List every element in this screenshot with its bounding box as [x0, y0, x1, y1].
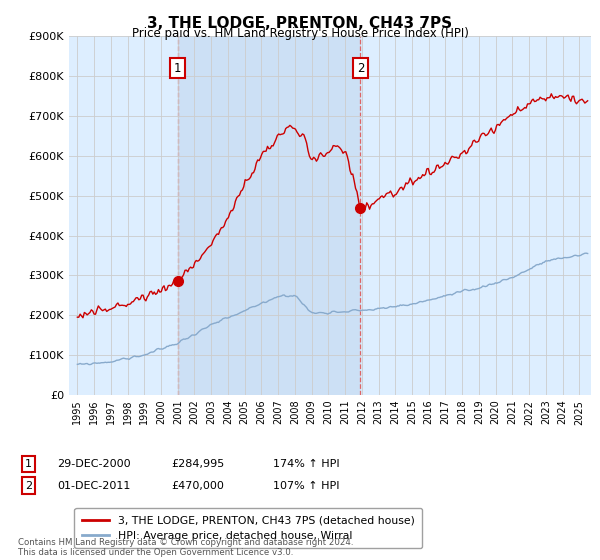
- Text: 3, THE LODGE, PRENTON, CH43 7PS: 3, THE LODGE, PRENTON, CH43 7PS: [148, 16, 452, 31]
- Text: 174% ↑ HPI: 174% ↑ HPI: [273, 459, 340, 469]
- Text: £470,000: £470,000: [171, 480, 224, 491]
- Text: 1: 1: [174, 62, 182, 74]
- Text: 2: 2: [357, 62, 364, 74]
- Text: 29-DEC-2000: 29-DEC-2000: [57, 459, 131, 469]
- Text: 01-DEC-2011: 01-DEC-2011: [57, 480, 130, 491]
- Text: Price paid vs. HM Land Registry's House Price Index (HPI): Price paid vs. HM Land Registry's House …: [131, 27, 469, 40]
- Text: Contains HM Land Registry data © Crown copyright and database right 2024.
This d: Contains HM Land Registry data © Crown c…: [18, 538, 353, 557]
- Text: 107% ↑ HPI: 107% ↑ HPI: [273, 480, 340, 491]
- Text: 2: 2: [25, 480, 32, 491]
- Legend: 3, THE LODGE, PRENTON, CH43 7PS (detached house), HPI: Average price, detached h: 3, THE LODGE, PRENTON, CH43 7PS (detache…: [74, 508, 422, 548]
- Text: £284,995: £284,995: [171, 459, 224, 469]
- Text: 1: 1: [25, 459, 32, 469]
- Bar: [178, 36, 361, 395]
